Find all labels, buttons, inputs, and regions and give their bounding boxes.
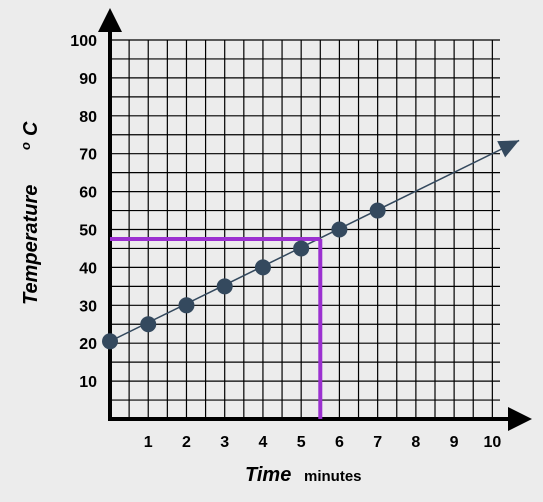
data-point — [369, 202, 386, 219]
x-axis-label: Time — [245, 464, 291, 486]
y-axis-label: Temperature — [20, 185, 42, 305]
y-tick-label: 40 — [79, 260, 97, 277]
y-tick-label: 30 — [79, 298, 97, 315]
axes — [98, 8, 532, 431]
data-point — [140, 316, 157, 333]
x-tick-label: 3 — [220, 434, 229, 451]
y-axis-unit: C — [20, 121, 42, 136]
data-point — [331, 221, 348, 238]
y-axis-unit-degree: o — [18, 142, 33, 150]
x-axis-arrow — [508, 407, 532, 431]
x-tick-label: 10 — [483, 434, 501, 451]
x-tick-label: 2 — [182, 434, 191, 451]
reading-guides — [110, 236, 323, 419]
y-tick-labels: 10 20 30 40 50 60 70 80 90 100 — [70, 33, 97, 391]
data-point — [293, 240, 310, 257]
y-tick-label: 50 — [79, 223, 97, 240]
x-tick-label: 5 — [297, 434, 306, 451]
x-tick-label: 4 — [258, 434, 267, 451]
x-axis-unit: minutes — [304, 468, 362, 485]
x-tick-label: 6 — [335, 434, 344, 451]
x-tick-label: 1 — [144, 434, 153, 451]
data-point — [216, 278, 233, 295]
y-axis-arrow — [98, 8, 122, 32]
trend-line-arrow — [497, 140, 520, 158]
y-tick-label: 90 — [79, 71, 97, 88]
data-point — [254, 259, 271, 276]
grid — [110, 39, 500, 419]
x-tick-label: 7 — [373, 434, 382, 451]
data-point — [178, 297, 195, 314]
x-tick-label: 9 — [450, 434, 459, 451]
y-tick-label: 10 — [79, 374, 97, 391]
data-points — [102, 202, 386, 350]
x-tick-labels: 1 2 3 4 5 6 7 8 9 10 — [144, 434, 502, 451]
y-tick-label: 100 — [70, 33, 97, 50]
y-tick-label: 60 — [79, 185, 97, 202]
data-point — [102, 333, 118, 350]
y-tick-label: 80 — [79, 109, 97, 126]
x-tick-label: 8 — [411, 434, 420, 451]
y-tick-label: 70 — [79, 147, 97, 164]
y-tick-label: 20 — [79, 336, 97, 353]
